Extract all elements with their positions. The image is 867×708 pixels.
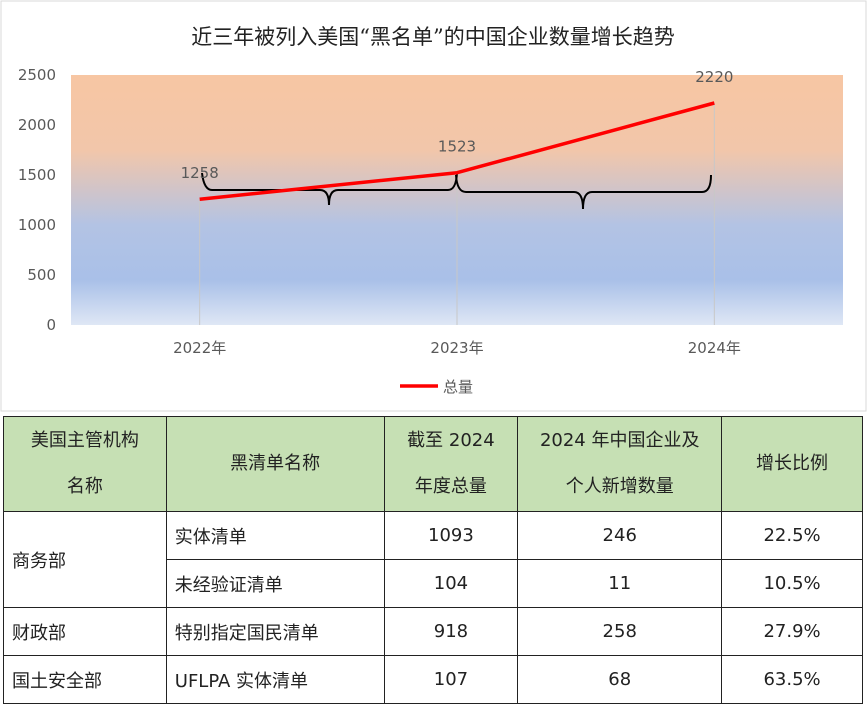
x-tick-label: 2024年 (688, 339, 741, 357)
header-agency-line1: 美国主管机构 (30, 430, 139, 451)
cell-agency: 财政部 (3, 607, 167, 656)
chart: 近三年被列入美国“黑名单”的中国企业数量增长趋势 0 500 1000 1500 200… (0, 0, 867, 412)
header-total-line1: 截至 2024 (407, 430, 495, 451)
y-tick-label: 500 (27, 266, 56, 284)
series-line-total (199, 101, 715, 201)
x-tick-label: 2023年 (430, 339, 483, 357)
header-new: 2024 年中国企业及 个人新增数量 (517, 416, 723, 512)
y-tick-label: 1000 (18, 216, 56, 234)
cell-total: 104 (383, 559, 519, 608)
header-total: 截至 2024 年度总量 (383, 416, 519, 512)
y-axis: 0 500 1000 1500 2000 2500 (18, 66, 56, 334)
cell-agency: 国土安全部 (3, 655, 167, 704)
data-label: 1523 (438, 138, 476, 156)
header-agency: 美国主管机构 名称 (3, 416, 167, 512)
legend-label: 总量 (443, 378, 473, 396)
data-label: 1258 (181, 164, 219, 182)
brace-2023-2024 (455, 174, 712, 210)
annotation-braces (201, 172, 712, 210)
y-tick-label: 1500 (18, 166, 56, 184)
cell-list: UFLPA 实体清单 (165, 655, 385, 704)
data-table: 美国主管机构 名称 黑清单名称 截至 2024 年度总量 2024 年中国企业及… (3, 416, 863, 704)
cell-list: 实体清单 (165, 511, 385, 560)
y-tick-label: 0 (46, 316, 56, 334)
header-list-line1: 黑清单名称 (230, 453, 321, 474)
cell-total: 107 (383, 655, 519, 704)
cell-total: 1093 (383, 511, 519, 560)
cell-new: 68 (517, 655, 723, 704)
x-axis: 2022年 2023年 2024年 (173, 339, 741, 357)
cell-ratio: 10.5% (721, 559, 863, 608)
cell-agency: 商务部 (3, 511, 167, 608)
header-list-name: 黑清单名称 (165, 416, 385, 512)
header-new-line2: 个人新增数量 (565, 476, 674, 497)
data-labels: 1258 1523 2220 (181, 68, 734, 182)
cell-ratio: 63.5% (721, 655, 863, 704)
cell-new: 11 (517, 559, 723, 608)
cell-list: 未经验证清单 (165, 559, 385, 608)
cell-new: 246 (517, 511, 723, 560)
cell-ratio: 22.5% (721, 511, 863, 560)
table-row: 未经验证清单 104 11 10.5% (4, 559, 863, 608)
cell-new: 258 (517, 607, 723, 656)
header-ratio: 增长比例 (721, 416, 863, 512)
brace-2022-2023 (201, 172, 458, 206)
x-tick-label: 2022年 (173, 339, 226, 357)
header-agency-line2: 名称 (66, 476, 103, 497)
line-chart-svg: 近三年被列入美国“黑名单”的中国企业数量增长趋势 0 500 1000 1500 200… (0, 0, 867, 412)
data-label: 2220 (695, 68, 733, 86)
legend: 总量 (400, 378, 473, 396)
cell-total: 918 (383, 607, 519, 656)
cell-ratio: 27.9% (721, 607, 863, 656)
header-total-line2: 年度总量 (414, 476, 487, 497)
drop-lines (199, 103, 715, 325)
y-tick-label: 2500 (18, 66, 56, 84)
table-row: 财政部 特别指定国民清单 918 258 27.9% (3, 607, 863, 656)
table-header-row: 美国主管机构 名称 黑清单名称 截至 2024 年度总量 2024 年中国企业及… (3, 416, 863, 512)
header-ratio-line1: 增长比例 (756, 453, 829, 474)
table-row: 商务部 实体清单 1093 246 22.5% (3, 511, 863, 608)
table-row: 国土安全部 UFLPA 实体清单 107 68 63.5% (3, 655, 863, 704)
y-tick-label: 2000 (18, 116, 56, 134)
header-new-line1: 2024 年中国企业及 (539, 430, 700, 451)
chart-title: 近三年被列入美国“黑名单”的中国企业数量增长趋势 (191, 25, 674, 49)
cell-list: 特别指定国民清单 (165, 607, 385, 656)
